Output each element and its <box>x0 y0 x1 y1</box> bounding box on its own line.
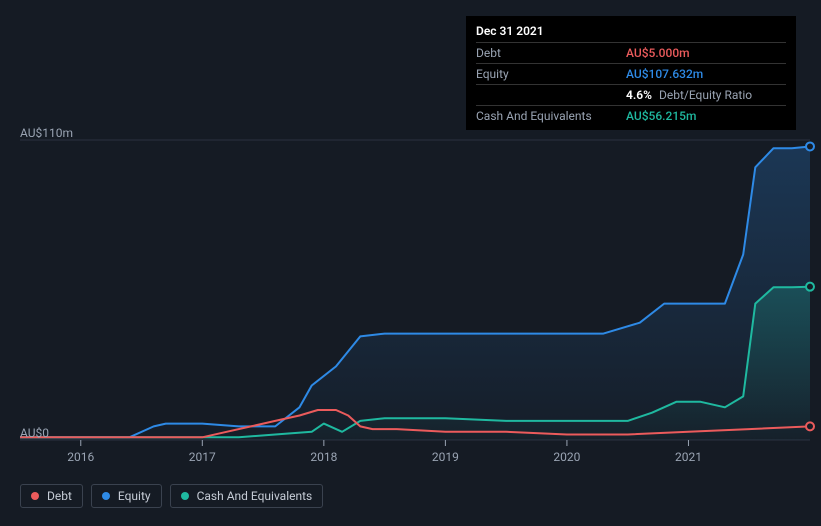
tooltip-label: Debt <box>476 46 626 60</box>
x-axis-label: 2016 <box>67 450 94 464</box>
x-axis-label: 2020 <box>553 450 580 464</box>
legend-dot-icon <box>102 492 110 500</box>
tooltip-date: Dec 31 2021 <box>476 24 786 42</box>
chart-container: Dec 31 2021 Debt AU$5.000m Equity AU$107… <box>0 0 821 526</box>
tooltip-value: AU$107.632m <box>626 67 703 81</box>
tooltip-label: Equity <box>476 67 626 81</box>
x-axis-label: 2017 <box>189 450 216 464</box>
x-axis-label: 2021 <box>675 450 702 464</box>
tooltip-label <box>476 88 626 102</box>
legend-label: Debt <box>47 489 72 503</box>
tooltip-row-equity: Equity AU$107.632m <box>476 63 786 84</box>
tooltip-row-ratio: 4.6% Debt/Equity Ratio <box>476 84 786 105</box>
legend-item[interactable]: Equity <box>91 484 162 508</box>
legend-item[interactable]: Debt <box>20 484 83 508</box>
chart-legend: Debt Equity Cash And Equivalents <box>20 484 323 508</box>
y-axis-label: AU$0 <box>20 426 49 440</box>
chart-tooltip: Dec 31 2021 Debt AU$5.000m Equity AU$107… <box>466 16 796 130</box>
x-axis-label: 2019 <box>432 450 459 464</box>
legend-item[interactable]: Cash And Equivalents <box>170 484 324 508</box>
tooltip-ratio-pct: 4.6% <box>626 88 652 102</box>
tooltip-value: AU$5.000m <box>626 46 690 60</box>
tooltip-row-cash: Cash And Equivalents AU$56.215m <box>476 105 786 126</box>
tooltip-value: AU$56.215m <box>626 109 696 123</box>
legend-label: Equity <box>118 489 151 503</box>
tooltip-label: Cash And Equivalents <box>476 109 626 123</box>
legend-label: Cash And Equivalents <box>197 489 313 503</box>
tooltip-row-debt: Debt AU$5.000m <box>476 42 786 63</box>
y-axis-label: AU$110m <box>20 126 73 140</box>
legend-dot-icon <box>181 492 189 500</box>
legend-dot-icon <box>31 492 39 500</box>
tooltip-ratio-text: Debt/Equity Ratio <box>659 88 752 102</box>
x-axis-label: 2018 <box>310 450 337 464</box>
